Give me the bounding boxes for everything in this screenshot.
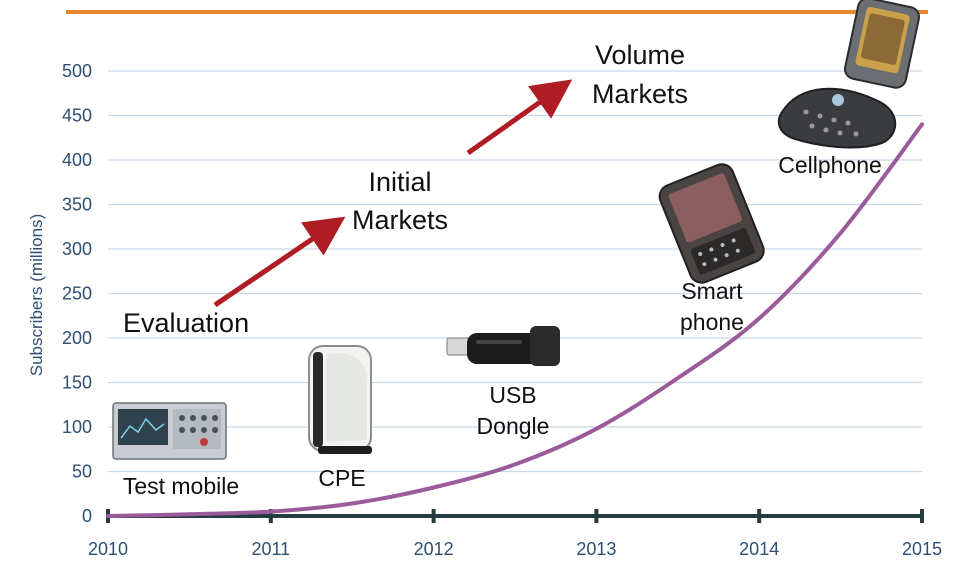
stage-label-volume-line1: Volume	[595, 40, 685, 70]
y-tick-label: 450	[62, 106, 92, 126]
y-tick-label: 0	[82, 506, 92, 526]
device-label-usb-line1: USB	[489, 382, 536, 408]
y-tick-label: 150	[62, 373, 92, 393]
y-tick-label: 350	[62, 195, 92, 215]
x-tick-label: 2013	[576, 539, 616, 559]
device-label-usb-line2: Dongle	[477, 413, 550, 439]
stage-label-initial-line1: Initial	[368, 167, 431, 197]
x-tick-label: 2015	[902, 539, 942, 559]
x-tick-labels: 2010 2011 2012 2013 2014 2015	[88, 539, 942, 559]
device-label-test-mobile: Test mobile	[123, 473, 239, 499]
x-tick-label: 2011	[251, 539, 290, 559]
x-tick-label: 2012	[414, 539, 454, 559]
y-tick-label: 300	[62, 239, 92, 259]
flip-phone-icon	[777, 0, 920, 149]
y-tick-labels: 0 50 100 150 200 250 300 350 400 450 500	[62, 61, 92, 526]
smartphone-icon	[658, 163, 765, 284]
stage-arrow-1	[213, 216, 346, 308]
device-label-cellphone: Cellphone	[778, 152, 882, 178]
device-label-smart-line2: phone	[680, 309, 744, 335]
y-axis-label: Subscribers (millions)	[27, 214, 46, 376]
y-tick-label: 100	[62, 417, 92, 437]
stage-label-initial-line2: Markets	[352, 205, 448, 235]
test-equipment-icon	[112, 402, 227, 460]
device-label-cpe: CPE	[318, 465, 365, 491]
cpe-router-icon	[308, 345, 372, 454]
x-axis	[106, 509, 924, 523]
series-line-subscribers	[106, 122, 924, 518]
y-tick-label: 500	[62, 61, 92, 81]
stage-label-evaluation: Evaluation	[123, 308, 249, 338]
stage-arrow-2	[466, 79, 573, 156]
usb-dongle-icon	[446, 326, 560, 366]
y-tick-label: 50	[72, 462, 92, 482]
y-tick-label: 400	[62, 150, 92, 170]
x-tick-label: 2014	[739, 539, 779, 559]
y-tick-label: 200	[62, 328, 92, 348]
x-tick-label: 2010	[88, 539, 128, 559]
device-label-smart-line1: Smart	[681, 278, 743, 304]
y-tick-label: 250	[62, 284, 92, 304]
stage-label-volume-line2: Markets	[592, 79, 688, 109]
series-layer	[106, 122, 924, 518]
